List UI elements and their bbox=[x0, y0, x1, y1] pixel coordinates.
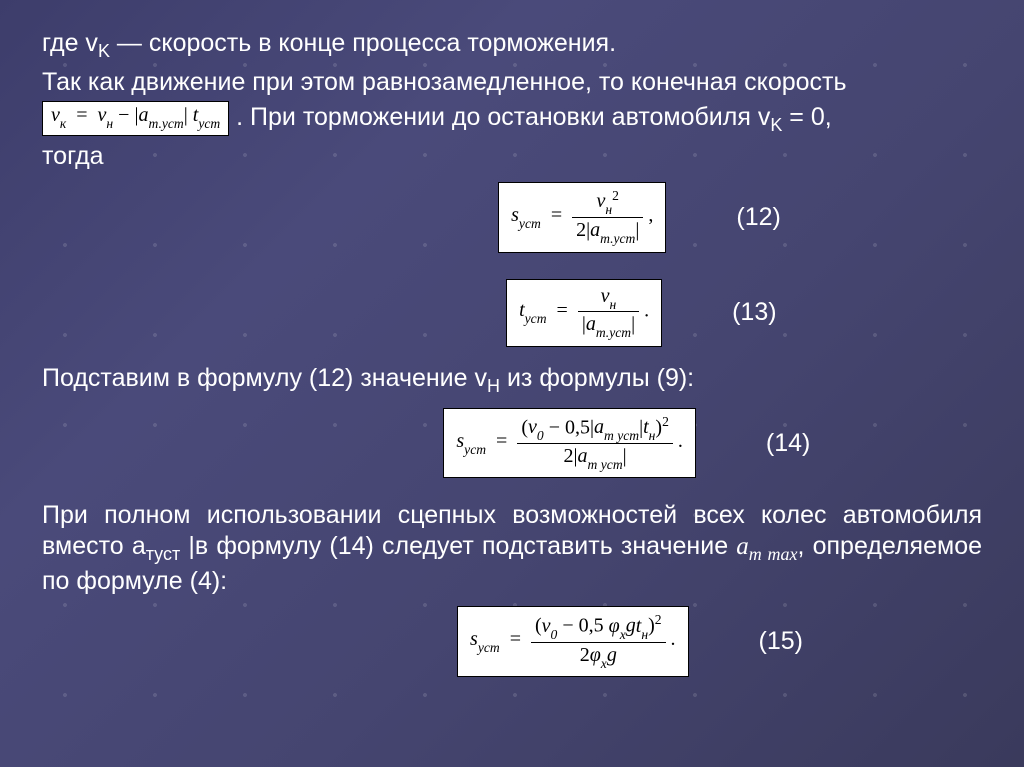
paragraph-4: тогда bbox=[42, 141, 982, 172]
formula-row-15: sуст = (v0 − 0,5 φxgtн)2 2φxg . (15) bbox=[42, 606, 982, 677]
text: Подставим в формулу (12) значение v bbox=[42, 364, 487, 392]
formula-14: sуст = (v0 − 0,5|aт уст|tн)2 2|aт уст| . bbox=[443, 408, 696, 479]
formula-number-15: (15) bbox=[689, 627, 982, 656]
formula-row-14: sуст = (v0 − 0,5|aт уст|tн)2 2|aт уст| .… bbox=[42, 408, 982, 479]
text: . При торможении до остановки автомобиля… bbox=[236, 103, 770, 131]
formula-number-13: (13) bbox=[662, 298, 982, 327]
formula-row-13: tуст = vн |aт.уст| . (13) bbox=[42, 279, 982, 347]
paragraph-1: где vK — скорость в конце процесса тормо… bbox=[42, 28, 982, 63]
subscript: K bbox=[98, 41, 110, 61]
formula-13: tуст = vн |aт.уст| . bbox=[506, 279, 662, 347]
paragraph-3: vк = vн − |aт.уст| tуст . При торможении… bbox=[42, 101, 982, 137]
text: |в формулу (14) следует подставить значе… bbox=[180, 532, 736, 560]
subscript: т max bbox=[749, 544, 798, 564]
formula-number-14: (14) bbox=[696, 429, 982, 458]
formula-inline: vк = vн − |aт.уст| tуст bbox=[42, 101, 229, 135]
paragraph-6: При полном использовании сцепных возможн… bbox=[42, 500, 982, 596]
paragraph-2: Так как движение при этом равнозамедленн… bbox=[42, 67, 982, 98]
text: где v bbox=[42, 29, 98, 57]
subscript: K bbox=[770, 115, 782, 135]
paragraph-5: Подставим в формулу (12) значение vН из … bbox=[42, 363, 982, 398]
text: = 0, bbox=[782, 103, 831, 131]
formula-12: sуст = vн2 2|aт.уст| , bbox=[498, 182, 666, 253]
formula-number-12: (12) bbox=[666, 203, 982, 232]
text: — скорость в конце процесса торможения. bbox=[110, 29, 616, 57]
subscript: Н bbox=[487, 376, 500, 396]
formula-row-12: sуст = vн2 2|aт.уст| , (12) bbox=[42, 182, 982, 253]
formula-15: sуст = (v0 − 0,5 φxgtн)2 2φxg . bbox=[457, 606, 689, 677]
var: a bbox=[736, 533, 749, 560]
text: из формулы (9): bbox=[500, 364, 694, 392]
subscript: туст bbox=[146, 544, 181, 564]
